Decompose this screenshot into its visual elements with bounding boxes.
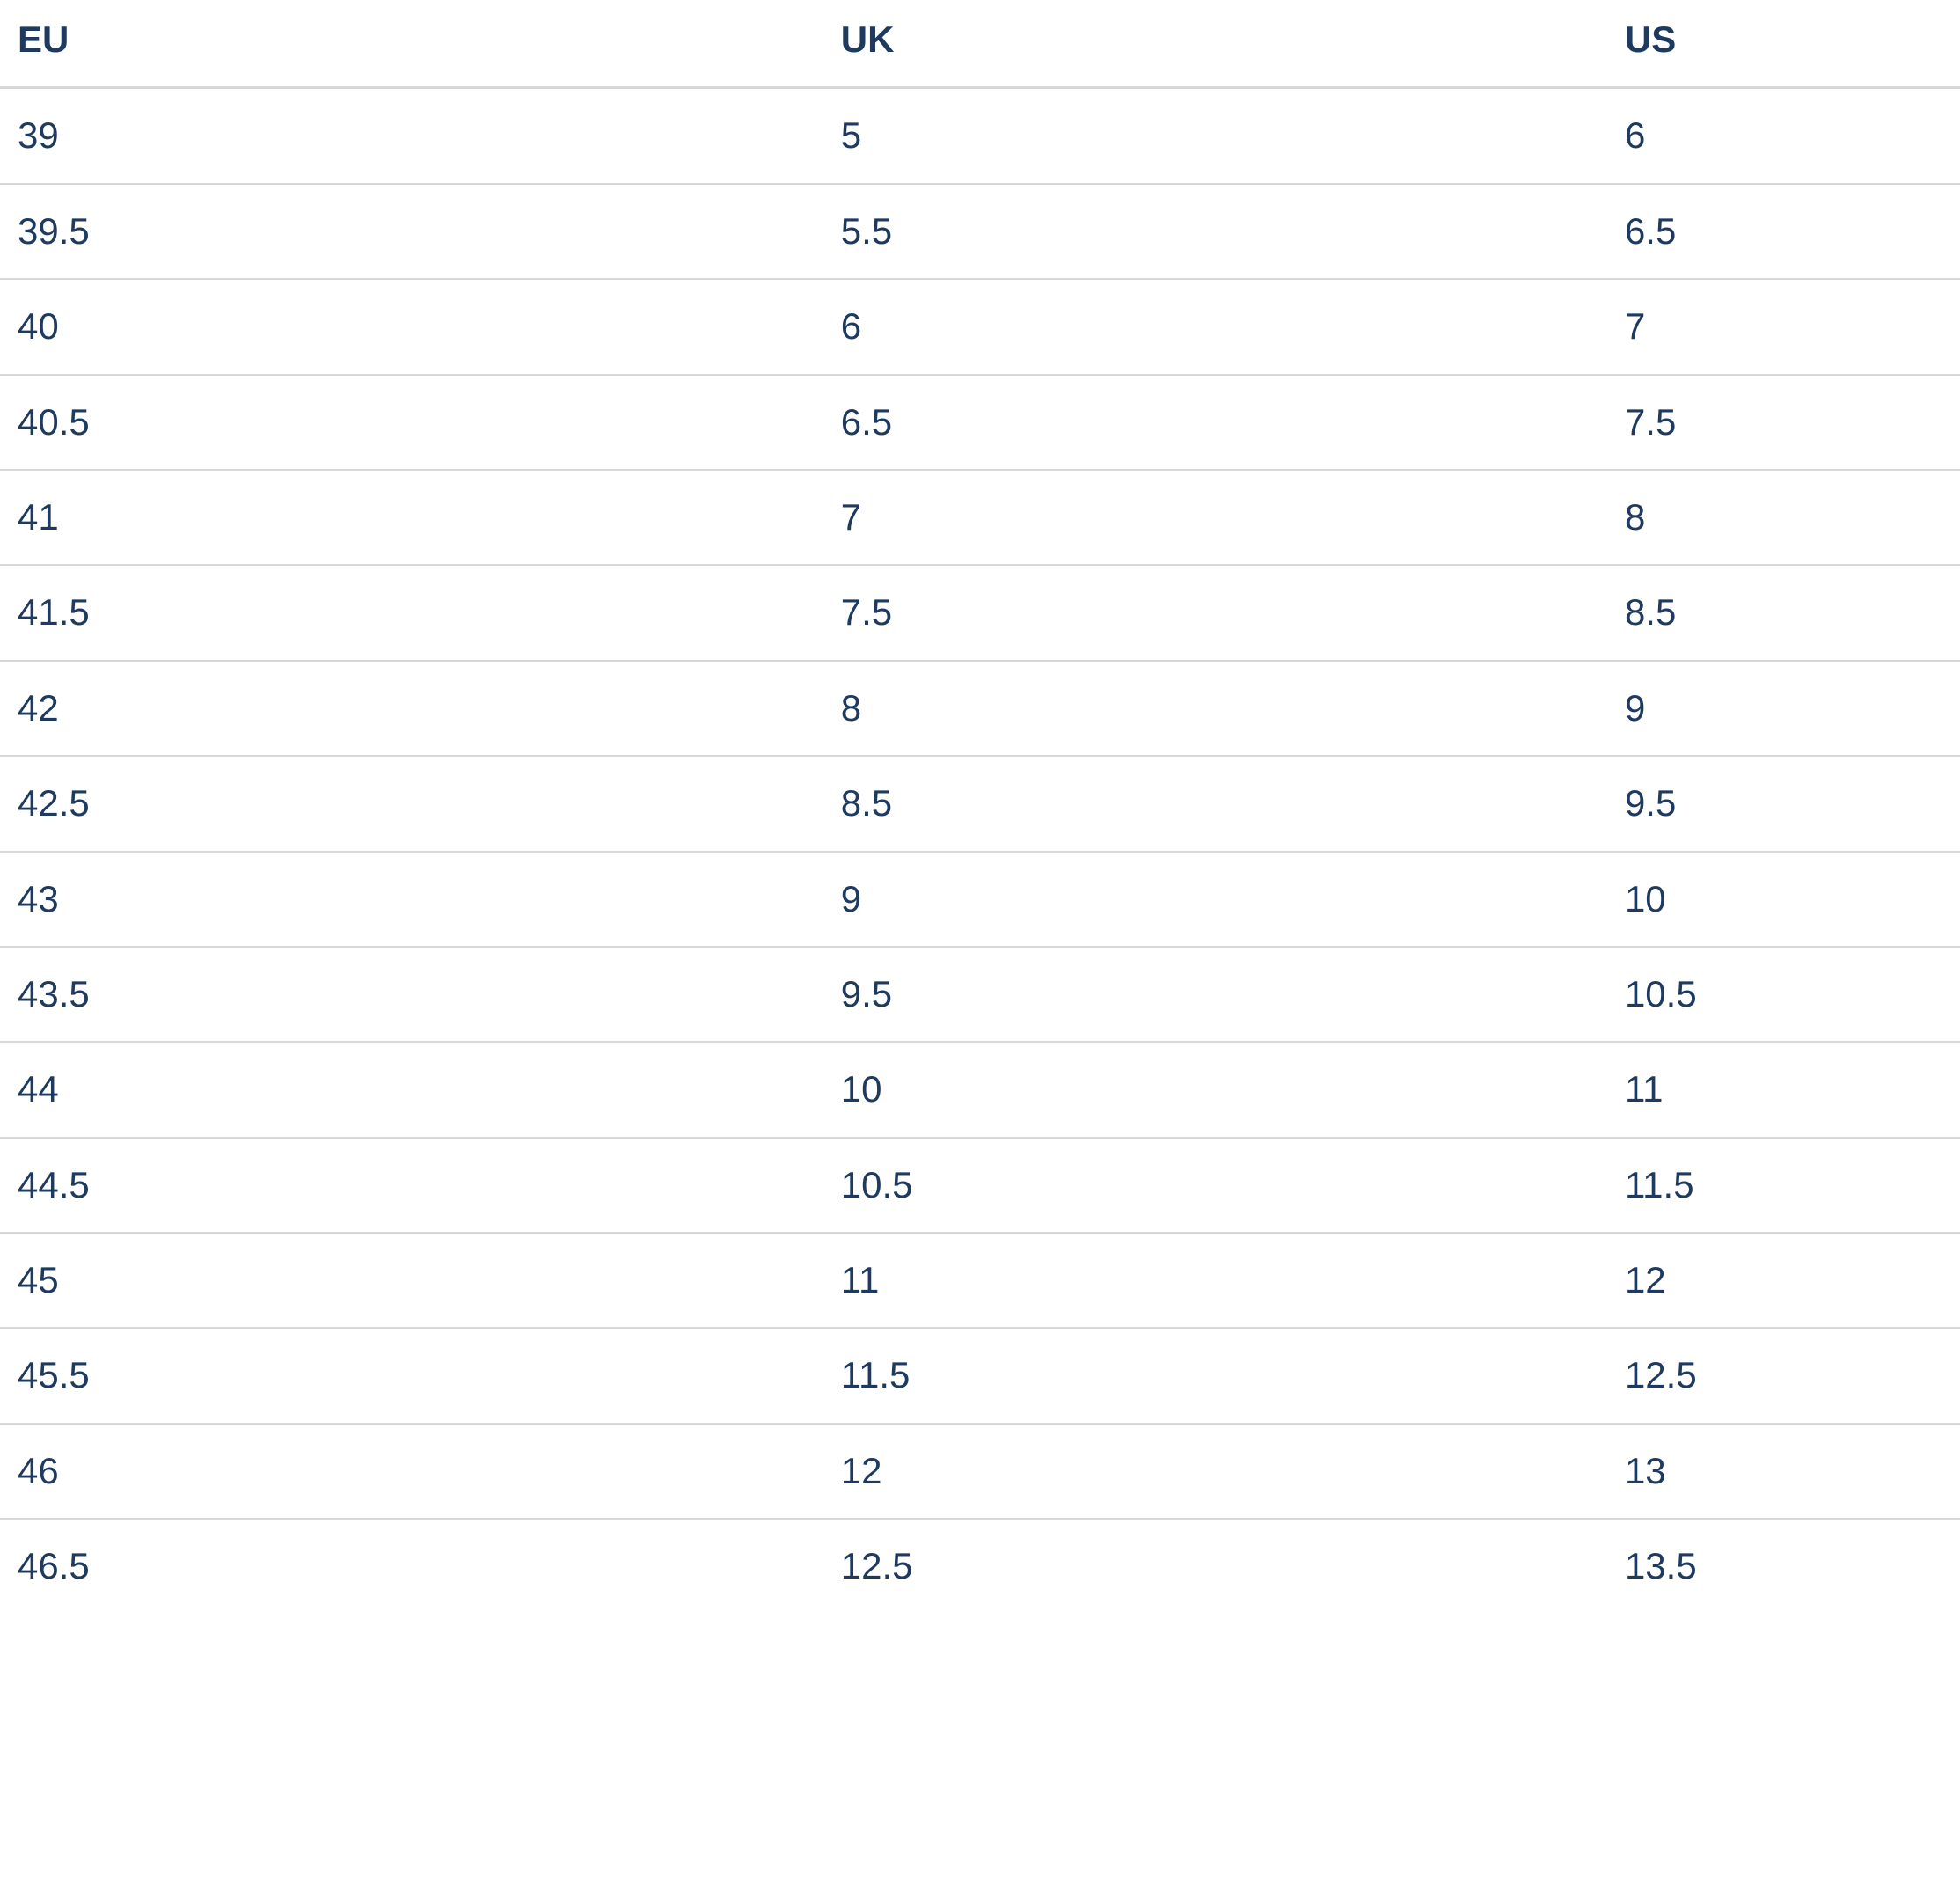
- cell-us: 7.5: [1607, 375, 1960, 470]
- cell-eu: 42.5: [0, 756, 823, 851]
- cell-uk: 6: [823, 279, 1607, 374]
- table-row: 43.59.510.5: [0, 947, 1960, 1042]
- cell-us: 10: [1607, 852, 1960, 947]
- cell-us: 7: [1607, 279, 1960, 374]
- cell-eu: 46: [0, 1424, 823, 1519]
- cell-us: 12: [1607, 1233, 1960, 1328]
- table-row: 42.58.59.5: [0, 756, 1960, 851]
- table-row: 44.510.511.5: [0, 1138, 1960, 1233]
- cell-us: 8.5: [1607, 565, 1960, 660]
- cell-uk: 10: [823, 1042, 1607, 1137]
- table-row: 4067: [0, 279, 1960, 374]
- cell-uk: 8: [823, 661, 1607, 756]
- cell-eu: 45.5: [0, 1328, 823, 1423]
- table-row: 461213: [0, 1424, 1960, 1519]
- column-header-uk: UK: [823, 0, 1607, 88]
- cell-uk: 5: [823, 88, 1607, 184]
- cell-eu: 40.5: [0, 375, 823, 470]
- table-row: 451112: [0, 1233, 1960, 1328]
- cell-eu: 42: [0, 661, 823, 756]
- cell-uk: 11: [823, 1233, 1607, 1328]
- table-row: 3956: [0, 88, 1960, 184]
- cell-us: 8: [1607, 470, 1960, 565]
- cell-eu: 39.5: [0, 184, 823, 279]
- table-row: 4289: [0, 661, 1960, 756]
- table-row: 40.56.57.5: [0, 375, 1960, 470]
- cell-us: 6: [1607, 88, 1960, 184]
- column-header-us: US: [1607, 0, 1960, 88]
- cell-uk: 9.5: [823, 947, 1607, 1042]
- table-row: 43910: [0, 852, 1960, 947]
- cell-us: 12.5: [1607, 1328, 1960, 1423]
- cell-uk: 12: [823, 1424, 1607, 1519]
- cell-uk: 8.5: [823, 756, 1607, 851]
- cell-us: 6.5: [1607, 184, 1960, 279]
- cell-us: 11: [1607, 1042, 1960, 1137]
- cell-uk: 7: [823, 470, 1607, 565]
- cell-us: 13: [1607, 1424, 1960, 1519]
- column-header-eu: EU: [0, 0, 823, 88]
- table-header: EUUKUS: [0, 0, 1960, 88]
- cell-us: 9.5: [1607, 756, 1960, 851]
- table-header-row: EUUKUS: [0, 0, 1960, 88]
- cell-eu: 46.5: [0, 1519, 823, 1613]
- cell-uk: 7.5: [823, 565, 1607, 660]
- table-row: 45.511.512.5: [0, 1328, 1960, 1423]
- cell-us: 13.5: [1607, 1519, 1960, 1613]
- cell-eu: 44: [0, 1042, 823, 1137]
- cell-eu: 40: [0, 279, 823, 374]
- table-body: 395639.55.56.5406740.56.57.5417841.57.58…: [0, 88, 1960, 1614]
- table-row: 39.55.56.5: [0, 184, 1960, 279]
- cell-eu: 41: [0, 470, 823, 565]
- cell-eu: 43: [0, 852, 823, 947]
- cell-eu: 43.5: [0, 947, 823, 1042]
- cell-eu: 41.5: [0, 565, 823, 660]
- cell-eu: 44.5: [0, 1138, 823, 1233]
- size-conversion-table: EUUKUS 395639.55.56.5406740.56.57.541784…: [0, 0, 1960, 1614]
- cell-uk: 5.5: [823, 184, 1607, 279]
- cell-uk: 12.5: [823, 1519, 1607, 1613]
- cell-uk: 9: [823, 852, 1607, 947]
- cell-uk: 11.5: [823, 1328, 1607, 1423]
- table-row: 41.57.58.5: [0, 565, 1960, 660]
- cell-uk: 6.5: [823, 375, 1607, 470]
- cell-eu: 39: [0, 88, 823, 184]
- cell-uk: 10.5: [823, 1138, 1607, 1233]
- cell-us: 11.5: [1607, 1138, 1960, 1233]
- cell-us: 10.5: [1607, 947, 1960, 1042]
- table-row: 46.512.513.5: [0, 1519, 1960, 1613]
- table-row: 4178: [0, 470, 1960, 565]
- cell-eu: 45: [0, 1233, 823, 1328]
- table-row: 441011: [0, 1042, 1960, 1137]
- cell-us: 9: [1607, 661, 1960, 756]
